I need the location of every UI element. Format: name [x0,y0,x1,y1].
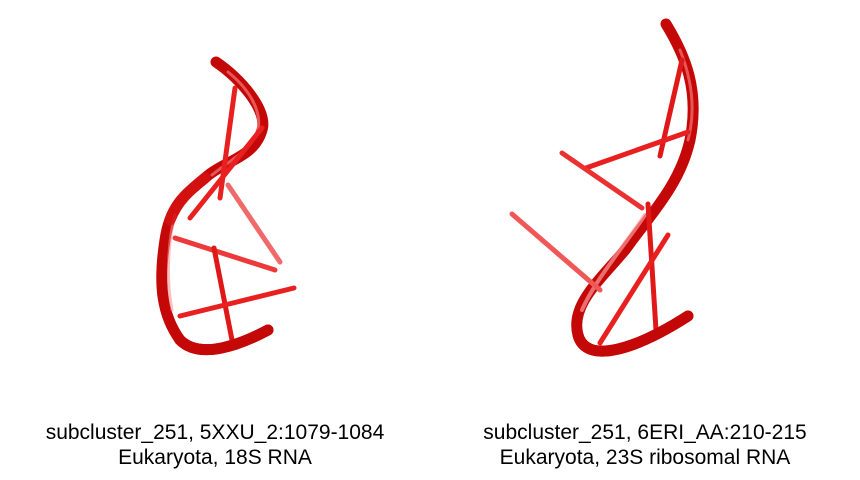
caption-line-2: Eukaryota, 18S RNA [118,446,312,469]
base-pair-sticks [509,57,691,346]
structure-caption: subcluster_251, 6ERI_AA:210-215 Eukaryot… [430,420,860,470]
structure-panel-left: subcluster_251, 5XXU_2:1079-1084 Eukaryo… [0,56,430,470]
rna-cartoon-icon [156,56,297,356]
base-pair-sticks [172,85,297,343]
caption-line-1: subcluster_251, 6ERI_AA:210-215 [483,421,807,444]
rna-backbone [571,18,699,357]
caption-line-1: subcluster_251, 5XXU_2:1079-1084 [45,421,385,444]
rna-cartoon-icon [509,18,699,357]
structure-panel-right: subcluster_251, 6ERI_AA:210-215 Eukaryot… [430,0,860,480]
caption-line-2: Eukaryota, 23S ribosomal RNA [499,446,791,469]
structure-caption: subcluster_251, 5XXU_2:1079-1084 Eukaryo… [0,420,430,470]
